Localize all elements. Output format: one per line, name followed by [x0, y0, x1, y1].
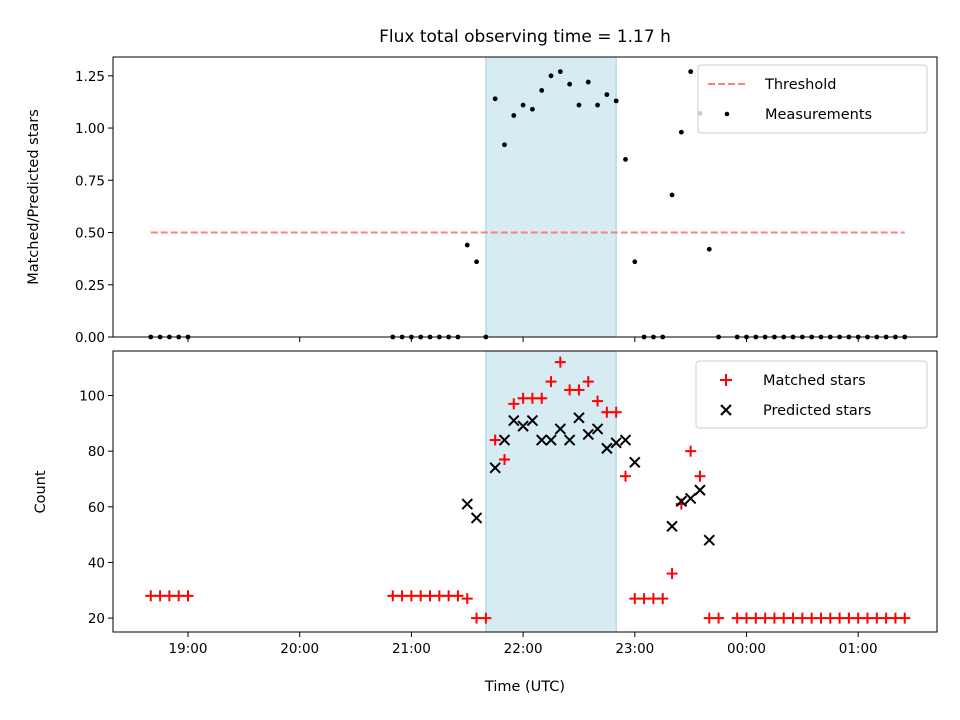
- x-tick-label: 20:00: [280, 641, 319, 657]
- measurement-point: [530, 107, 535, 112]
- measurement-point: [521, 103, 526, 108]
- x-tick-label: 19:00: [169, 641, 208, 657]
- y-tick-label: 20: [88, 611, 105, 627]
- measurement-point: [502, 142, 507, 147]
- measurement-point: [670, 193, 675, 198]
- measurement-point: [567, 82, 572, 87]
- x-tick-label: 23:00: [615, 641, 654, 657]
- x-axis-label: Time (UTC): [484, 679, 565, 695]
- x-tick-label: 22:00: [504, 641, 543, 657]
- measurement-point: [688, 69, 693, 74]
- legend-label: Predicted stars: [763, 403, 871, 419]
- measurement-point: [549, 73, 554, 78]
- y-tick-label: 0.00: [75, 330, 105, 346]
- measurement-point: [595, 103, 600, 108]
- measurement-point: [511, 113, 516, 118]
- x-tick-label: 00:00: [727, 641, 766, 657]
- legend: Threshold Measurements: [698, 65, 927, 133]
- highlight-span: [486, 351, 616, 632]
- y-tick-label: 1.25: [75, 69, 105, 85]
- y-tick-label: 0.25: [75, 278, 105, 294]
- y-tick-label: 60: [88, 500, 105, 516]
- y-axis-label: Matched/Predicted stars: [26, 109, 42, 285]
- measurement-point: [679, 130, 684, 135]
- legend-label: Measurements: [765, 107, 872, 123]
- measurement-point: [586, 80, 591, 85]
- measurement-point: [465, 243, 470, 248]
- x-tick-label: 01:00: [839, 641, 878, 657]
- measurement-point: [614, 98, 619, 103]
- legend-label: Threshold: [764, 77, 836, 93]
- y-axis-label: Count: [33, 470, 49, 513]
- x-tick-label: 21:00: [392, 641, 431, 657]
- y-tick-label: 40: [88, 555, 105, 571]
- y-tick-label: 1.00: [75, 121, 105, 137]
- measurement-point: [632, 259, 637, 264]
- y-tick-label: 0.50: [75, 226, 105, 242]
- measurement-point: [558, 69, 563, 74]
- legend-label: Matched stars: [763, 373, 866, 389]
- legend: Matched stars Predicted stars: [696, 361, 927, 428]
- y-tick-label: 80: [88, 444, 105, 460]
- y-tick-label: 100: [79, 389, 105, 405]
- measurement-point: [604, 92, 609, 97]
- highlight-span: [486, 57, 616, 337]
- measurement-point: [539, 88, 544, 93]
- y-tick-label: 0.75: [75, 173, 105, 189]
- measurement-point: [623, 157, 628, 162]
- legend-measurements-swatch: [725, 112, 730, 117]
- measurement-point: [707, 247, 712, 252]
- measurement-point: [577, 103, 582, 108]
- measurement-point: [493, 96, 498, 101]
- chart-title: Flux total observing time = 1.17 h: [379, 27, 671, 47]
- measurement-point: [474, 259, 479, 264]
- chart-figure: Flux total observing time = 1.17 h 0.00 0…: [0, 0, 960, 720]
